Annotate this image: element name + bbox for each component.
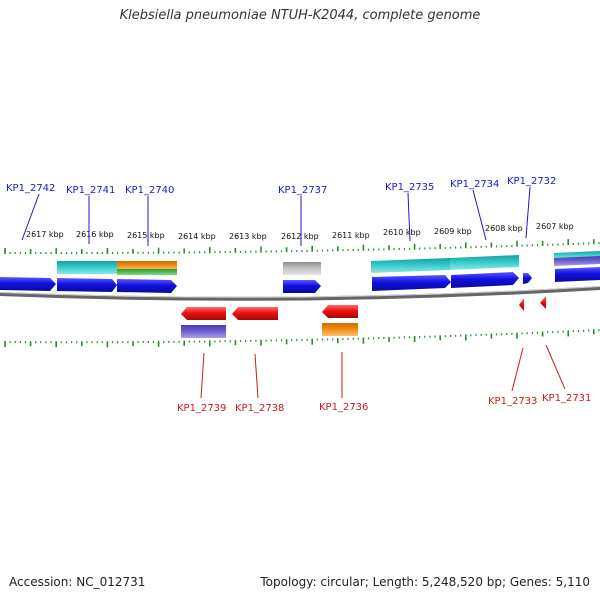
feature-band-orange xyxy=(117,261,177,270)
gene-label-kp1-2733[interactable]: KP1_2733 xyxy=(488,396,537,407)
scale-label-2608: 2608 kbp xyxy=(485,224,523,233)
feature-band-teal xyxy=(450,255,519,270)
reverse-cds-track xyxy=(181,296,546,338)
forward-gene-labels: KP1_2742 KP1_2741 KP1_2740 KP1_2737 KP1_… xyxy=(6,176,556,196)
scale-label-2617: 2617 kbp xyxy=(26,230,64,239)
feature-bands-upper xyxy=(57,251,600,275)
cds-forward-arrow xyxy=(117,279,177,293)
genome-summary-label: Topology: circular; Length: 5,248,520 bp… xyxy=(260,575,590,589)
cds-forward-arrow xyxy=(283,280,321,293)
feature-band-teal xyxy=(371,258,450,273)
forward-label-leaders xyxy=(21,186,531,246)
gene-label-kp1-2740[interactable]: KP1_2740 xyxy=(125,185,174,196)
cds-reverse-arrow xyxy=(181,307,226,320)
scale-ticks-upper xyxy=(4,239,600,255)
scale-label-2614: 2614 kbp xyxy=(178,232,216,241)
feature-band-gray xyxy=(283,262,321,275)
scale-label-2612: 2612 kbp xyxy=(281,232,319,241)
scale-label-2616: 2616 kbp xyxy=(76,230,114,239)
map-title: Klebsiella pneumoniae NTUH-K2044, comple… xyxy=(119,8,481,23)
gene-label-kp1-2735[interactable]: KP1_2735 xyxy=(385,182,434,193)
cds-forward-arrow xyxy=(523,273,532,284)
genome-backbone-highlight xyxy=(0,286,600,298)
feature-band-purple xyxy=(181,325,226,338)
genome-backbone xyxy=(0,286,600,301)
cds-forward-arrow xyxy=(57,278,117,292)
leader-line xyxy=(472,189,487,241)
reverse-label-leaders xyxy=(200,344,566,399)
reverse-gene-labels: KP1_2739 KP1_2738 KP1_2736 KP1_2733 KP1_… xyxy=(177,393,591,414)
forward-cds-track xyxy=(0,267,600,293)
cds-forward-arrow xyxy=(372,275,451,291)
leader-line xyxy=(511,347,524,392)
leader-line xyxy=(200,352,205,399)
feature-band-green xyxy=(117,269,177,275)
gene-label-kp1-2741[interactable]: KP1_2741 xyxy=(66,185,115,196)
feature-band-orange xyxy=(322,323,358,336)
scale-label-2611: 2611 kbp xyxy=(332,231,370,240)
gene-label-kp1-2738[interactable]: KP1_2738 xyxy=(235,403,284,414)
gene-label-kp1-2734[interactable]: KP1_2734 xyxy=(450,179,499,190)
cds-reverse-arrow xyxy=(322,305,358,318)
leader-line xyxy=(525,186,531,239)
gene-label-kp1-2737[interactable]: KP1_2737 xyxy=(278,185,327,196)
leader-line xyxy=(407,192,411,242)
scale-label-2610: 2610 kbp xyxy=(383,228,421,237)
feature-band-purple xyxy=(554,256,600,266)
cds-reverse-arrow xyxy=(232,307,278,320)
scale-label-2615: 2615 kbp xyxy=(127,231,165,240)
gene-label-kp1-2742[interactable]: KP1_2742 xyxy=(6,183,55,194)
cds-reverse-arrow xyxy=(519,298,524,311)
leader-line xyxy=(21,193,40,241)
gene-label-kp1-2731[interactable]: KP1_2731 xyxy=(542,393,591,404)
scale-ticks-lower xyxy=(4,329,600,348)
feature-band-teal xyxy=(57,261,117,274)
gene-label-kp1-2739[interactable]: KP1_2739 xyxy=(177,403,226,414)
cds-forward-arrow xyxy=(0,277,56,291)
cds-forward-arrow xyxy=(555,267,600,282)
scale-label-2613: 2613 kbp xyxy=(229,232,267,241)
scale-label-2609: 2609 kbp xyxy=(434,227,472,236)
scale-label-2607: 2607 kbp xyxy=(536,222,574,231)
cds-reverse-arrow xyxy=(540,296,546,309)
leader-line xyxy=(254,353,259,399)
cds-forward-arrow xyxy=(451,272,519,288)
accession-label: Accession: NC_012731 xyxy=(9,575,146,589)
gene-label-kp1-2732[interactable]: KP1_2732 xyxy=(507,176,556,187)
scale-labels: 2617 kbp 2616 kbp 2615 kbp 2614 kbp 2613… xyxy=(26,222,574,241)
leader-line xyxy=(545,344,566,390)
gene-label-kp1-2736[interactable]: KP1_2736 xyxy=(319,402,368,413)
